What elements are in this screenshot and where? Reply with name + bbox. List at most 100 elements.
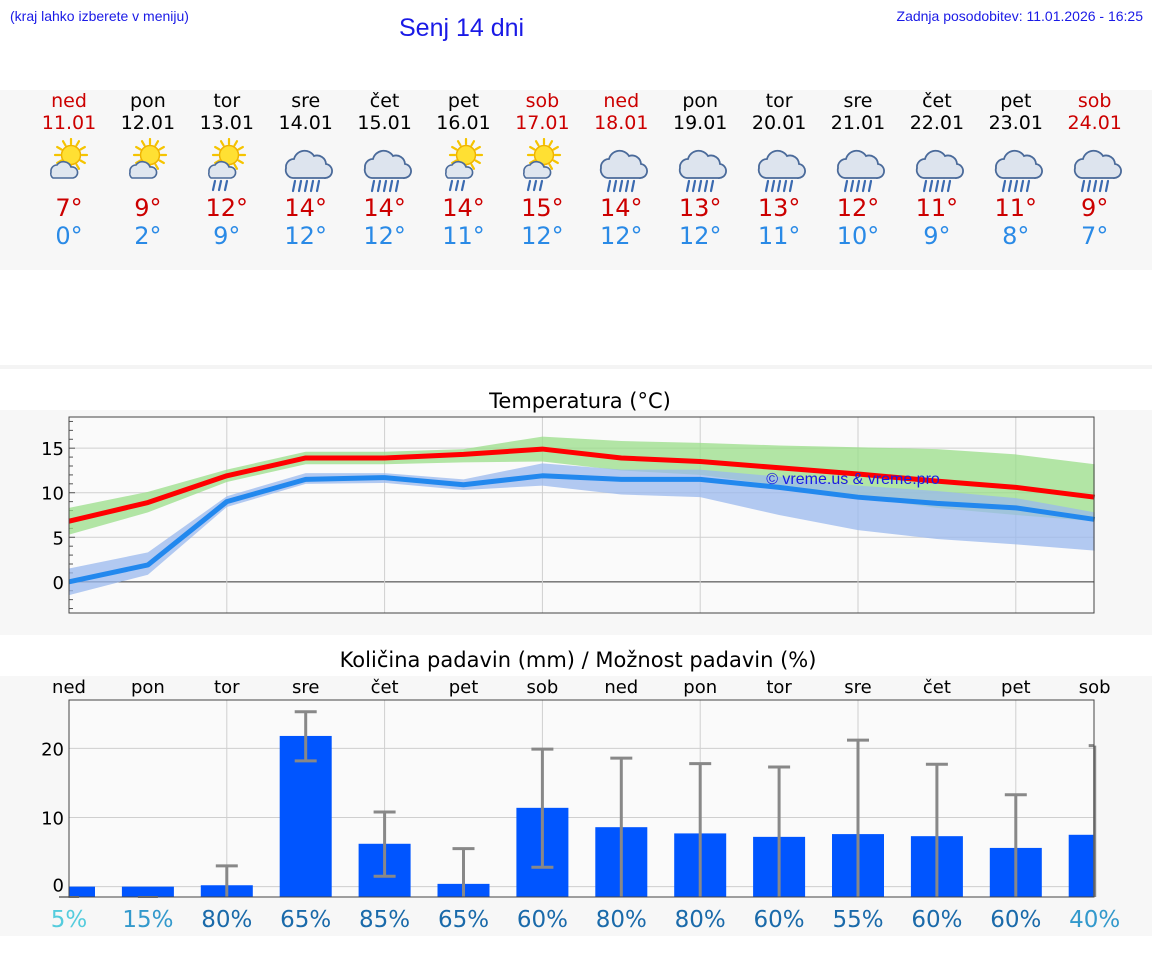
category-label: sre (844, 677, 871, 698)
max-temp: 9° (134, 194, 162, 222)
min-temp: 12° (284, 222, 327, 250)
day-forecast: čet 15.01 14° 12° (345, 90, 425, 250)
sun-cloud-rain-icon (444, 138, 483, 192)
day-forecast: tor 20.01 13° 11° (739, 90, 819, 250)
precip-chance: 60% (911, 907, 962, 933)
precip-bar (121, 886, 174, 897)
error-bar (452, 847, 475, 897)
day-date: 23.01 (988, 112, 1043, 134)
min-temp: 0° (55, 222, 83, 250)
precip-chance: 60% (754, 907, 805, 933)
min-temp: 12° (363, 222, 406, 250)
category-label: sre (292, 677, 319, 698)
category-label: pon (131, 677, 165, 698)
error-bar (768, 765, 791, 897)
max-temp: 14° (442, 194, 485, 222)
precip-chance: 80% (596, 907, 647, 933)
day-name: pon (682, 90, 719, 112)
category-label: čet (923, 677, 951, 698)
rain-cloud-icon (757, 149, 807, 193)
day-name: tor (765, 90, 793, 112)
error-bar (610, 756, 633, 897)
category-label: pet (449, 677, 479, 698)
precipitation-chart: Količina padavin (mm) / Možnost padavin … (41, 648, 1120, 933)
max-temp: 9° (1081, 194, 1109, 222)
min-temp: 12° (600, 222, 643, 250)
y-tick-label: 15 (41, 439, 64, 460)
rain-cloud-icon (994, 149, 1043, 193)
day-forecast: ned 18.01 14° 12° (581, 90, 661, 250)
rain-cloud-icon (679, 149, 728, 193)
max-temp: 14° (284, 194, 327, 222)
category-label: sob (526, 677, 558, 698)
day-date: 14.01 (278, 112, 333, 134)
error-bar (847, 738, 869, 897)
precip-chance: 80% (675, 907, 726, 933)
plot-frame (68, 699, 1095, 898)
error-bar (531, 747, 554, 869)
max-temp: 12° (205, 194, 249, 222)
sun-cloud-icon (128, 138, 167, 179)
day-name: pet (447, 90, 480, 112)
day-date: 17.01 (515, 112, 570, 134)
precip-bar (279, 735, 332, 897)
day-forecast: pet 23.01 11° 8° (976, 90, 1056, 250)
rain-cloud-icon (600, 149, 649, 193)
min-temp: 12° (678, 222, 722, 250)
sun-cloud-rain-icon (207, 138, 246, 192)
sun-cloud-rain-icon (523, 138, 562, 192)
day-name: ned (51, 90, 87, 112)
max-temp: 14° (363, 194, 406, 222)
day-forecast: pon 19.01 13° 12° (660, 90, 740, 250)
y-tick-label: 0 (53, 573, 64, 594)
day-name: sre (291, 90, 321, 112)
day-forecast: pon 12.01 9° 2° (108, 90, 188, 250)
y-tick-label: 10 (41, 484, 64, 505)
temp-line-max (68, 446, 1096, 524)
precip-chance: 85% (359, 907, 410, 933)
day-date: 11.01 (41, 112, 97, 134)
category-label: pon (683, 677, 717, 698)
day-name: sob (1077, 90, 1112, 112)
min-temp: 11° (442, 222, 485, 250)
error-bar (1088, 744, 1097, 897)
max-temp: 11° (994, 194, 1038, 222)
min-temp: 11° (757, 222, 801, 250)
min-temp: 10° (836, 222, 880, 250)
precipitation-chart-title: Količina padavin (mm) / Možnost padavin … (340, 648, 817, 672)
day-name: tor (213, 90, 241, 112)
location-hint: (kraj lahko izberete v meniju) (10, 8, 189, 24)
day-date: 12.01 (120, 112, 176, 134)
error-bar (373, 810, 396, 878)
min-temp: 8° (1002, 222, 1030, 250)
day-forecast: sob 24.01 9° 7° (1055, 90, 1135, 250)
day-date: 24.01 (1067, 112, 1122, 134)
precip-chance: 5% (51, 907, 88, 933)
precip-bar (1068, 834, 1094, 897)
day-name: sre (843, 90, 873, 112)
max-temp: 11° (915, 194, 959, 222)
error-bar (294, 710, 317, 763)
rain-cloud-icon (363, 149, 412, 193)
min-temp: 9° (923, 222, 951, 250)
watermark: © vreme.us & vreme.pro (766, 471, 940, 488)
day-name: sob (525, 90, 560, 112)
precip-chance: 55% (832, 907, 883, 933)
day-forecast: sre 14.01 14° 12° (266, 90, 346, 250)
max-temp: 15° (521, 194, 564, 222)
day-forecast: sre 21.01 12° 10° (818, 90, 898, 250)
divider (0, 365, 1152, 369)
day-date: 20.01 (751, 112, 807, 134)
sun-cloud-icon (49, 138, 89, 179)
last-updated: Zadnja posodobitev: 11.01.2026 - 16:25 (896, 8, 1143, 24)
precip-chance: 65% (438, 907, 489, 933)
min-temp: 9° (213, 222, 241, 250)
max-temp: 13° (757, 194, 801, 222)
error-bar (689, 762, 712, 897)
day-date: 21.01 (830, 112, 886, 134)
y-tick-label: 20 (41, 739, 64, 760)
precip-chance: 60% (517, 907, 568, 933)
day-name: pon (130, 90, 166, 112)
max-temp: 12° (836, 194, 880, 222)
